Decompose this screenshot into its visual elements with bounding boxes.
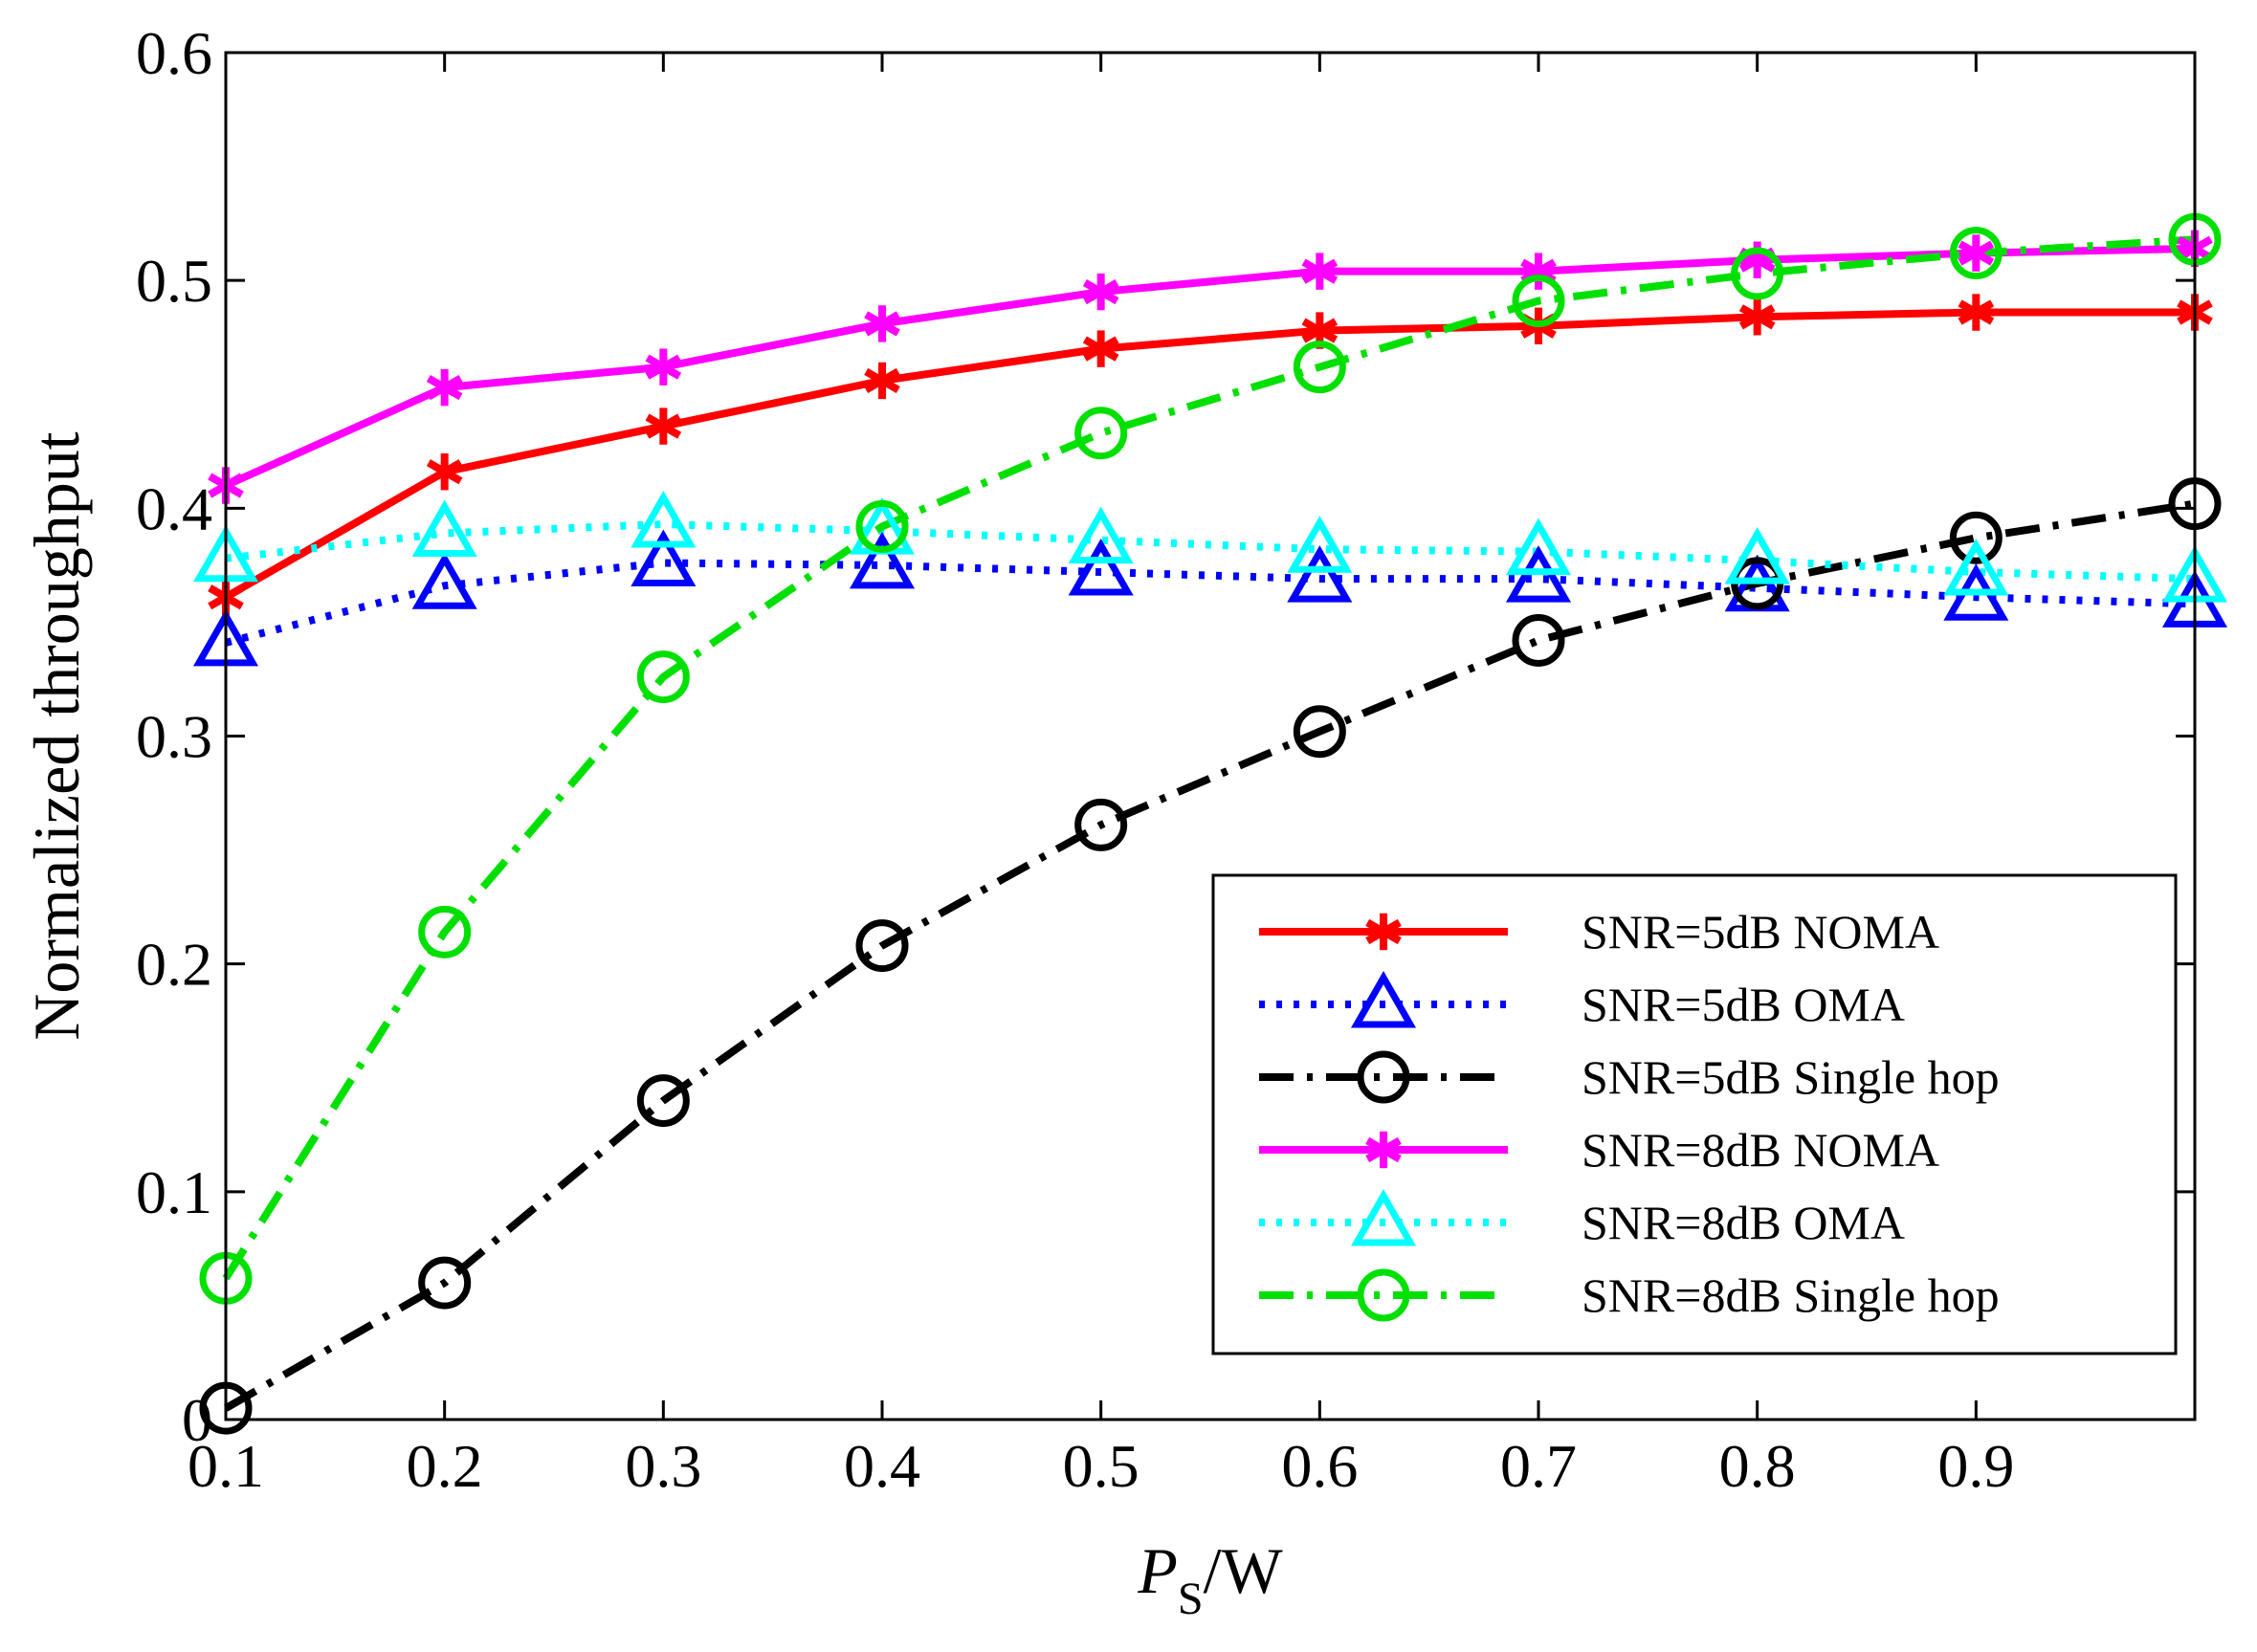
- series-4-point-2: [426, 368, 463, 407]
- legend-entry-4: SNR=8dB NOMA: [1259, 1123, 1939, 1177]
- series-1-point-8: [1738, 298, 1776, 336]
- series-1-point-5: [1082, 330, 1119, 367]
- series-5-point-7: [1505, 518, 1572, 576]
- series-6-point-6: [1293, 341, 1346, 394]
- x-tick-label: 0.2: [407, 1432, 483, 1500]
- x-tick-label: 0.1: [188, 1432, 264, 1500]
- series-1-point-9: [1958, 294, 1995, 331]
- x-axis-title-suffix: /W: [1204, 1534, 1284, 1607]
- series-layer: [192, 212, 2228, 1435]
- y-tick-label: 0.6: [136, 19, 212, 87]
- series-line-4: [224, 244, 2196, 490]
- series-1-point-6: [1301, 312, 1339, 349]
- series-2-point-2: [411, 552, 477, 609]
- series-3-point-3: [636, 1074, 690, 1128]
- series-6-point-8: [1731, 247, 1784, 300]
- series-6-point-5: [1074, 407, 1128, 460]
- series-3-point-4: [855, 919, 909, 973]
- series-6-point-2: [418, 905, 472, 958]
- legend-entry-3: SNR=5dB Single hop: [1259, 1050, 2000, 1104]
- series-3-point-7: [1512, 613, 1565, 667]
- y-tick-label: 0.1: [136, 1158, 212, 1226]
- series-3-point-2: [418, 1256, 472, 1310]
- x-tick-label: 0.6: [1281, 1432, 1358, 1500]
- legend-entry-2: SNR=5dB OMA: [1259, 970, 1905, 1031]
- y-tick-label: 0.2: [136, 931, 212, 999]
- series-6-point-3: [636, 650, 690, 704]
- series-4-point-4: [864, 305, 900, 342]
- series-4-point-6: [1301, 253, 1339, 290]
- tick-layer: 0.1 0.2 0.3 0.4 0.5 0.6 0.7 0.8 0.900.10.20.30.4…: [136, 19, 2195, 1500]
- series-2-point-4: [849, 531, 916, 589]
- series-4-point-3: [645, 348, 682, 385]
- y-tick-label: 0.4: [136, 474, 212, 542]
- series-5-point-6: [1287, 516, 1353, 573]
- y-tick-label: 0.3: [136, 703, 212, 771]
- series-5-point-2: [411, 499, 477, 558]
- legend-entry-6: SNR=8dB Single hop: [1259, 1268, 2000, 1322]
- legend-label: SNR=8dB OMA: [1582, 1196, 1905, 1249]
- series-2-point-7: [1505, 545, 1572, 603]
- series-6-point-7: [1512, 275, 1565, 328]
- series-line-1: [224, 308, 2195, 601]
- legend-marker: [1365, 913, 1402, 951]
- series-1-point-3: [645, 407, 682, 445]
- x-tick-label: 0.5: [1063, 1432, 1140, 1500]
- series-3-point-5: [1074, 798, 1128, 851]
- legend-entry-1: SNR=5dB NOMA: [1259, 905, 1939, 958]
- legend-label: SNR=5dB NOMA: [1582, 905, 1939, 958]
- series-2-point-6: [1287, 545, 1353, 603]
- series-3-point-9: [1949, 511, 2003, 564]
- series-5-point-5: [1068, 506, 1134, 564]
- series-4-point-5: [1082, 273, 1119, 311]
- legend-label: SNR=5dB OMA: [1582, 978, 1905, 1031]
- x-tick-label: 0.7: [1500, 1432, 1577, 1500]
- series-3-point-6: [1293, 705, 1346, 759]
- legend-marker: [1350, 1188, 1417, 1246]
- series-2-point-3: [631, 529, 697, 586]
- series-4-point-9: [1958, 234, 1995, 272]
- series-5-point-9: [1943, 538, 2009, 596]
- legend-label: SNR=5dB Single hop: [1582, 1050, 2000, 1104]
- x-axis-title: PS/W: [1137, 1534, 1283, 1624]
- series-6-point-9: [1949, 227, 2003, 280]
- series-line-5: [225, 520, 2196, 584]
- legend-marker: [1350, 970, 1417, 1028]
- legend-marker: [1365, 1131, 1402, 1169]
- y-tick-label: 0: [182, 1386, 212, 1454]
- legend-label: SNR=8dB NOMA: [1582, 1123, 1939, 1177]
- legend-marker: [1357, 1268, 1410, 1322]
- legend-entry-5: SNR=8dB OMA: [1259, 1188, 1905, 1249]
- series-1-point-2: [426, 453, 463, 491]
- series-line-6: [222, 235, 2196, 1281]
- legend-marker: [1357, 1050, 1410, 1104]
- series-5-point-8: [1724, 527, 1790, 584]
- series-1-point-4: [864, 362, 900, 400]
- series-2-point-5: [1068, 538, 1134, 596]
- x-tick-label: 0.4: [844, 1432, 920, 1500]
- y-tick-label: 0.5: [136, 247, 212, 315]
- x-axis-title-main: P: [1137, 1534, 1178, 1607]
- x-tick-label: 0.3: [625, 1432, 701, 1500]
- y-axis-title: Normalized throughput: [20, 431, 93, 1041]
- x-tick-label: 0.9: [1937, 1432, 2014, 1500]
- series-6-point-4: [855, 499, 909, 553]
- series-5-point-3: [631, 490, 697, 548]
- x-tick-label: 0.8: [1719, 1432, 1796, 1500]
- legend: SNR=5dB NOMA SNR=5dB OMA SNR=5dB Single ho…: [1211, 873, 2178, 1355]
- legend-label: SNR=8dB Single hop: [1582, 1268, 2000, 1322]
- x-axis-title-subscript: S: [1178, 1574, 1204, 1624]
